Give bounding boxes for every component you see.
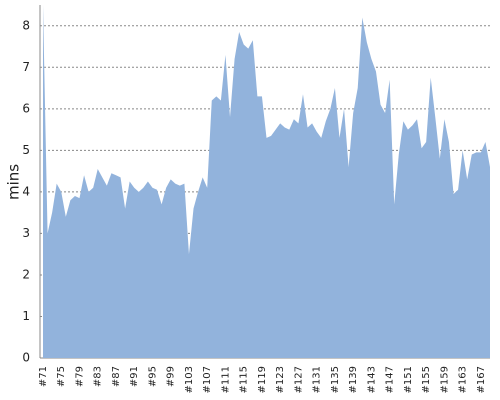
x-tick-label: #75 (56, 366, 67, 387)
x-tick-label: #111 (220, 366, 231, 393)
x-tick-label: #159 (439, 366, 450, 393)
x-tick-label: #139 (348, 366, 359, 393)
area (43, 5, 490, 358)
x-tick-label: #163 (458, 366, 469, 393)
x-tick-label: #143 (366, 366, 377, 393)
x-tick-label: #71 (38, 366, 49, 387)
y-axis-label: mins (5, 164, 23, 200)
x-tick-label: #135 (330, 366, 341, 393)
x-tick-label: #155 (421, 366, 432, 393)
x-tick-label: #107 (202, 366, 213, 393)
x-tick-label: #79 (74, 366, 85, 387)
x-tick-label: #115 (239, 366, 250, 393)
x-tick-label: #131 (312, 366, 323, 393)
x-tick-label: #103 (184, 366, 195, 393)
x-tick-label: #99 (166, 366, 177, 387)
y-tick-label: 3 (22, 226, 30, 240)
x-tick-label: #91 (129, 366, 140, 387)
y-tick-label: 0 (22, 351, 30, 365)
y-tick-label: 8 (22, 18, 30, 32)
y-tick-label: 4 (22, 184, 30, 198)
y-tick-label: 7 (22, 60, 30, 74)
y-tick-label: 1 (22, 309, 30, 323)
y-tick-label: 5 (22, 143, 30, 157)
y-tick-label: 6 (22, 101, 30, 115)
x-tick-label: #119 (257, 366, 268, 393)
x-tick-label: #167 (476, 366, 487, 393)
x-tick-label: #95 (147, 366, 158, 387)
x-tick-label: #127 (293, 366, 304, 393)
x-tick-label: #147 (385, 366, 396, 393)
x-tick-label: #123 (275, 366, 286, 393)
x-tick-label: #87 (111, 366, 122, 387)
x-tick-label: #83 (93, 366, 104, 387)
y-tick-label: 2 (22, 267, 30, 281)
x-tick-label: #151 (403, 366, 414, 393)
